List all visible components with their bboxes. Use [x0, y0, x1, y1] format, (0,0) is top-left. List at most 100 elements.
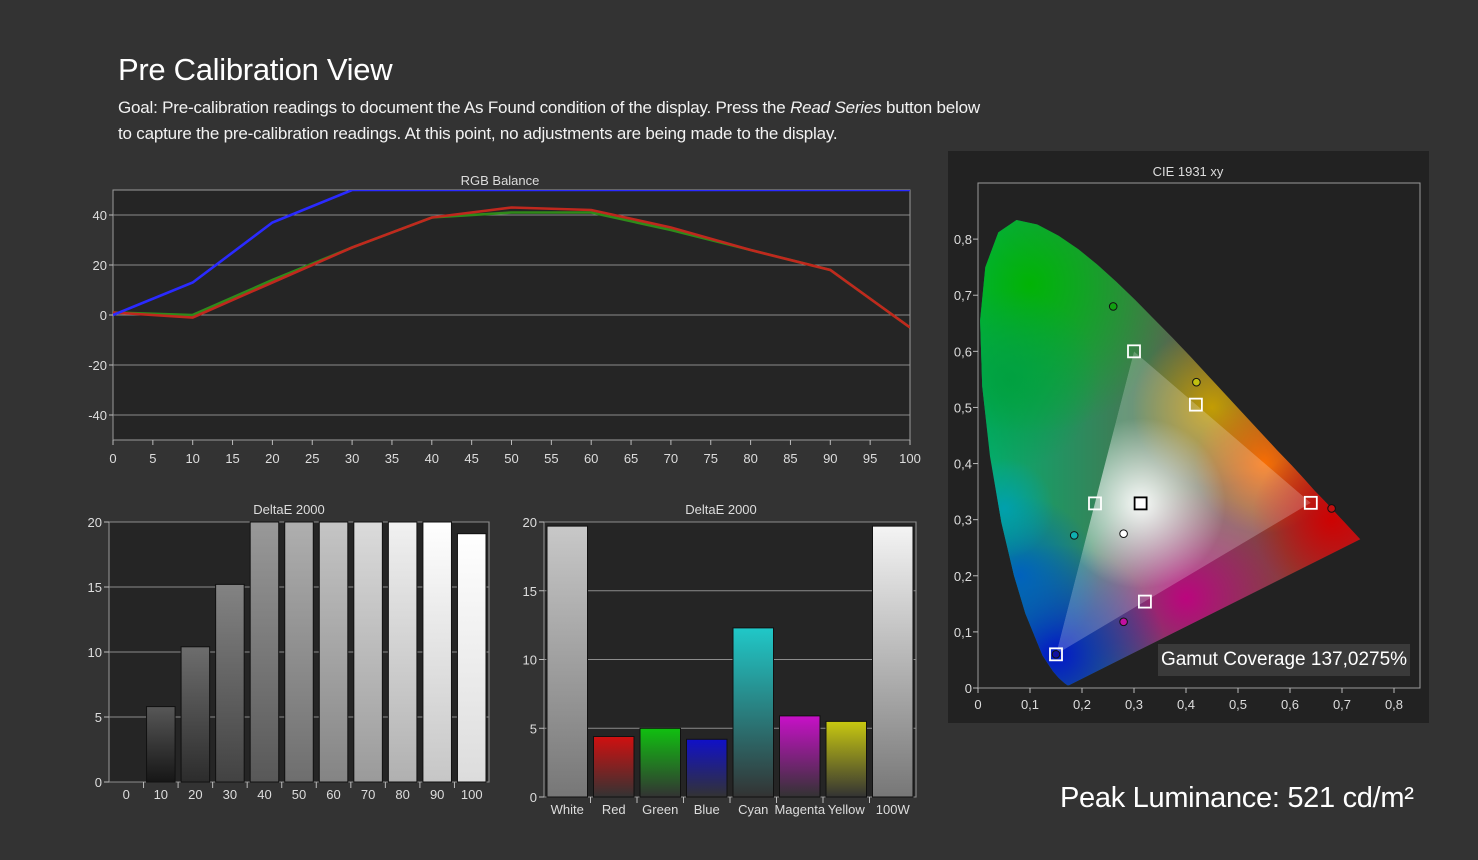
peak-luminance-readout: Peak Luminance: 521 cd/m²	[1060, 782, 1414, 814]
cie-y-tick-label: 0,2	[954, 569, 972, 584]
bar-x-label: 100	[461, 787, 483, 802]
bar-x-label: 80	[395, 787, 409, 802]
bar-green	[639, 727, 681, 798]
goal-read-series-reference: Read Series	[790, 98, 882, 117]
cie-y-tick-label: 0,8	[954, 232, 972, 247]
cie-target-magenta	[1138, 594, 1152, 609]
bar-x-label: 50	[292, 787, 306, 802]
cie-x-tick-label: 0,8	[1385, 697, 1403, 712]
cie-color-blob	[980, 495, 1100, 656]
bar-x-label: Blue	[694, 802, 720, 817]
deltae-colors-title: DeltaE 2000	[685, 502, 757, 517]
rgb-x-tick-label: 80	[743, 451, 757, 466]
cie-measured-yellow	[1192, 377, 1201, 387]
bar-80	[387, 521, 418, 783]
bar-x-label: 10	[154, 787, 168, 802]
bar-20	[180, 646, 211, 783]
cie-x-tick-label: 0,6	[1281, 697, 1299, 712]
rgb-x-tick-label: 95	[863, 451, 877, 466]
cie-color-blob	[980, 289, 1100, 470]
bar-10	[146, 706, 176, 783]
bar-30	[215, 583, 245, 783]
bar-y-tick-label: 20	[88, 515, 102, 530]
bar-x-label: Magenta	[774, 802, 825, 817]
bar-red	[593, 736, 635, 798]
bar-x-label: 0	[123, 787, 130, 802]
rgb-series-line	[113, 190, 910, 317]
cie-measured-red	[1327, 504, 1336, 513]
bar-x-label: Yellow	[828, 802, 866, 817]
cie-y-tick-label: 0,5	[954, 400, 972, 415]
bar-y-tick-label: 5	[530, 721, 537, 736]
bar-x-label: 70	[361, 787, 375, 802]
bar-y-tick-label: 15	[88, 580, 102, 595]
rgb-balance-title: RGB Balance	[461, 173, 540, 188]
cie-y-tick-label: 0,6	[954, 344, 972, 359]
rgb-x-tick-label: 40	[425, 451, 439, 466]
cie-measured-green	[1108, 302, 1118, 311]
goal-description: Goal: Pre-calibration readings to docume…	[118, 95, 998, 147]
bar-white	[546, 525, 588, 798]
cie-y-tick-label: 0,7	[954, 288, 972, 303]
bar-y-tick-label: 10	[523, 653, 537, 668]
cie-y-tick-label: 0	[965, 681, 972, 696]
bar-x-label: 60	[326, 787, 340, 802]
rgb-y-tick-label: -40	[88, 408, 107, 423]
rgb-x-tick-label: 75	[704, 451, 718, 466]
rgb-x-tick-label: 60	[584, 451, 598, 466]
deltae-grayscale-title: DeltaE 2000	[253, 502, 325, 517]
bar-70	[353, 521, 383, 783]
bar-100	[456, 533, 487, 783]
rgb-x-tick-label: 35	[385, 451, 399, 466]
bar-90	[422, 521, 452, 783]
rgb-x-tick-label: 50	[504, 451, 518, 466]
cie-target-white	[1133, 496, 1148, 511]
cie-plot-area: 0 0,1 0,2 0,3 0,4 0,5 0,6 0,7 0,8 0 0,1 0,2 0,3 0,4 0,…	[954, 182, 1421, 712]
rgb-x-tick-label: 20	[265, 451, 279, 466]
cie-title: CIE 1931 xy	[1153, 164, 1224, 179]
bar-60	[318, 521, 349, 783]
bar-x-label: Cyan	[738, 802, 768, 817]
bar-x-label: 30	[223, 787, 237, 802]
rgb-x-tick-label: 85	[783, 451, 797, 466]
cie-color-blob	[1251, 439, 1361, 600]
rgb-y-tick-label: -20	[88, 358, 107, 373]
deltae-colors-chart: DeltaE 2000 20 15 10 5 0 White Red Green Blue Cya…	[523, 502, 917, 817]
goal-text-part-1: Goal: Pre-calibration readings to docume…	[118, 98, 791, 117]
bar-y-tick-label: 20	[523, 515, 537, 530]
cie-x-tick-label: 0,7	[1333, 697, 1351, 712]
cie-target-blue	[1049, 647, 1063, 662]
bar-40	[249, 521, 280, 783]
bar-y-tick-label: 15	[523, 584, 537, 599]
rgb-series-line	[113, 206, 910, 329]
cie-target-yellow	[1188, 397, 1203, 412]
cie-measured-white	[1119, 529, 1128, 538]
cie-target-red	[1303, 495, 1318, 510]
cie-x-tick-label: 0,1	[1021, 697, 1039, 712]
bar-50	[284, 521, 314, 783]
bar-blue	[686, 738, 728, 798]
cie-x-tick-label: 0,4	[1177, 697, 1195, 712]
cie-x-tick-label: 0,5	[1229, 697, 1247, 712]
cie-y-tick-label: 0,4	[954, 457, 972, 472]
bar-x-label: 40	[257, 787, 271, 802]
bar-x-label: 90	[430, 787, 444, 802]
rgb-x-tick-label: 30	[345, 451, 359, 466]
rgb-y-tick-label: 40	[93, 208, 107, 223]
rgb-x-tick-label: 0	[109, 451, 116, 466]
bar-cyan	[732, 627, 774, 798]
bar-y-tick-label: 10	[88, 645, 102, 660]
gamut-coverage-readout: Gamut Coverage 137,0275%	[1158, 644, 1410, 676]
rgb-balance-plot-area: 40 20 0 -20 -40 0 5 10 15 20 25 30 35 40 45 50 55 60 65 70 7…	[88, 189, 921, 466]
bar-x-label: White	[551, 802, 584, 817]
rgb-y-tick-label: 20	[93, 258, 107, 273]
cie-measured-magenta	[1119, 617, 1128, 627]
bar-100w	[872, 525, 914, 798]
bar-y-tick-label: 5	[95, 710, 102, 725]
cie-1931-chart: CIE 1931 xy 0 0,1 0,2 0,3 0,4 0,5 0,6 0,7 0,8 0 0,…	[954, 164, 1421, 712]
bar-x-label: Green	[642, 802, 678, 817]
cie-color-blob	[980, 458, 1054, 559]
bar-y-tick-label: 0	[530, 790, 537, 805]
